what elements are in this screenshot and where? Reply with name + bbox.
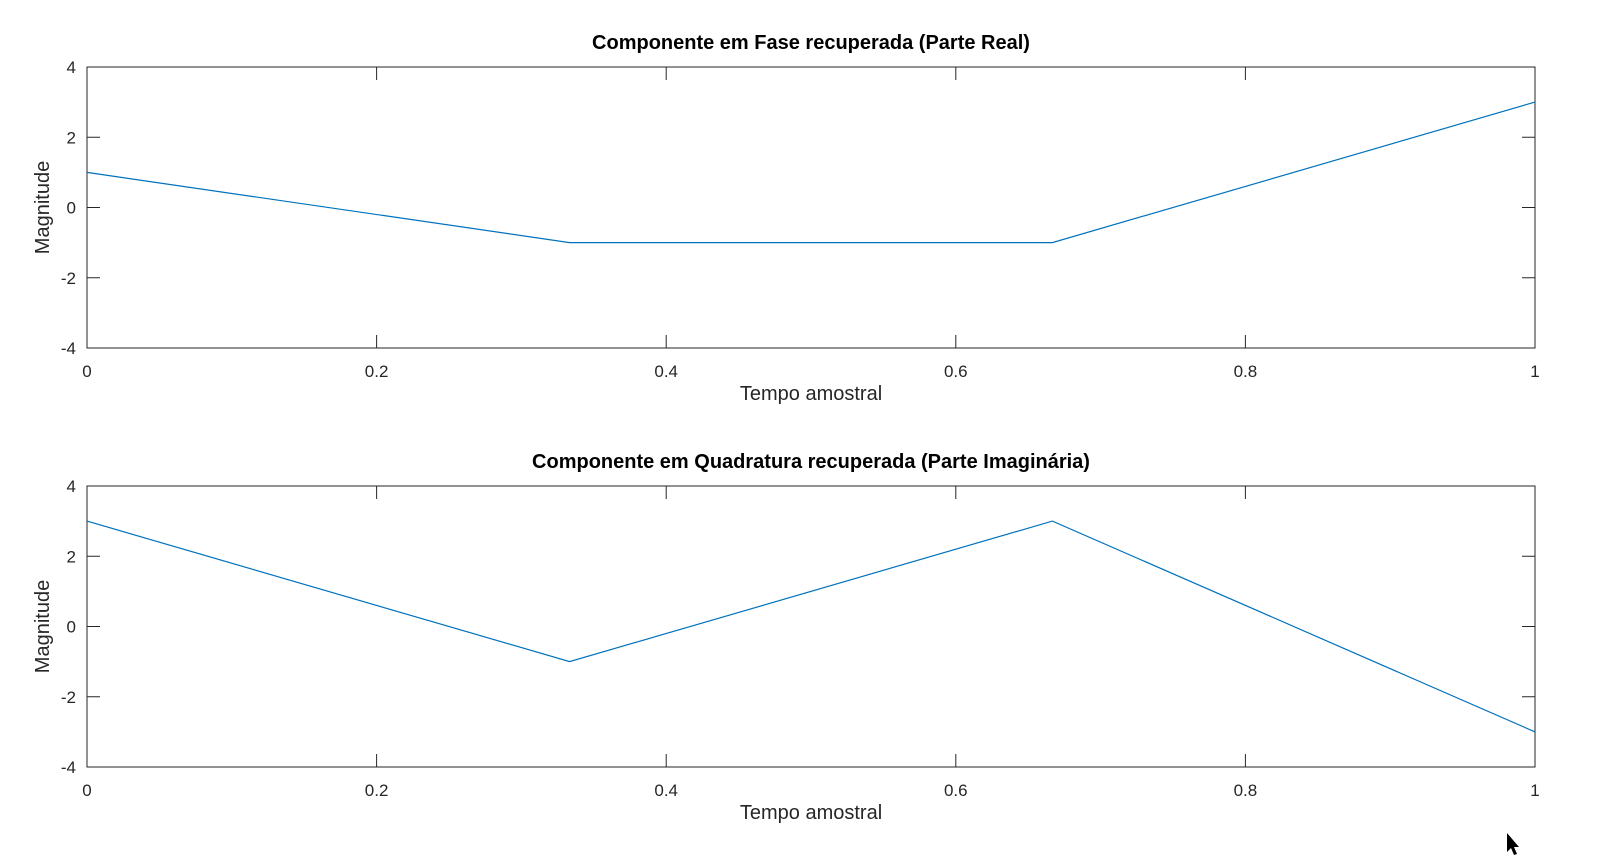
y-axis-label: Magnitude: [32, 580, 54, 673]
chart-title: Componente em Quadratura recuperada (Par…: [532, 451, 1090, 473]
series-marks: [86, 520, 1536, 733]
y-tick-label: -4: [61, 339, 76, 358]
x-tick-label: 0.6: [944, 781, 968, 800]
y-tick-label: 2: [67, 547, 76, 566]
y-tick-label: -2: [61, 269, 76, 288]
ticks: 0 0.2 0.4 0.6 0.8 1 -4 -2 0 2 4: [61, 477, 1540, 800]
x-tick-label: 0.8: [1234, 781, 1258, 800]
y-tick-label: 4: [67, 477, 76, 496]
x-axis-label: Tempo amostral: [740, 383, 882, 405]
x-tick-label: 1: [1530, 362, 1539, 381]
series-marks: [86, 101, 1536, 244]
y-tick-label: 0: [67, 618, 76, 637]
x-tick-label: 0.2: [365, 781, 389, 800]
axes-box: [86, 66, 1536, 349]
x-tick-label: 0: [82, 781, 91, 800]
x-tick-label: 0.4: [654, 362, 678, 381]
mouse-cursor-icon: [1507, 833, 1519, 855]
x-tick-label: 0.4: [654, 781, 678, 800]
ticks: 0 0.2 0.4 0.6 0.8 1 -4 -2 0 2 4: [61, 58, 1540, 381]
x-tick-label: 0.6: [944, 362, 968, 381]
x-tick-label: 1: [1530, 781, 1539, 800]
y-tick-label: -2: [61, 688, 76, 707]
axes-box: [86, 485, 1536, 768]
y-tick-label: 2: [67, 128, 76, 147]
y-tick-label: 0: [67, 199, 76, 218]
x-tick-label: 0.8: [1234, 362, 1258, 381]
y-axis-label: Magnitude: [32, 161, 54, 254]
x-axis-label: Tempo amostral: [740, 802, 882, 824]
x-tick-label: 0: [82, 362, 91, 381]
y-tick-label: 4: [67, 58, 76, 77]
x-tick-label: 0.2: [365, 362, 389, 381]
y-tick-label: -4: [61, 758, 76, 777]
subplot-real: 0 0.2 0.4 0.6 0.8 1 -4 -2 0 2 4 Componente em Fase…: [32, 32, 1540, 405]
series-line: [86, 520, 1536, 733]
series-line: [86, 101, 1536, 244]
chart-title: Componente em Fase recuperada (Parte Rea…: [592, 32, 1030, 54]
subplot-imaginary: 0 0.2 0.4 0.6 0.8 1 -4 -2 0 2 4 Componente em Quad…: [32, 451, 1540, 824]
